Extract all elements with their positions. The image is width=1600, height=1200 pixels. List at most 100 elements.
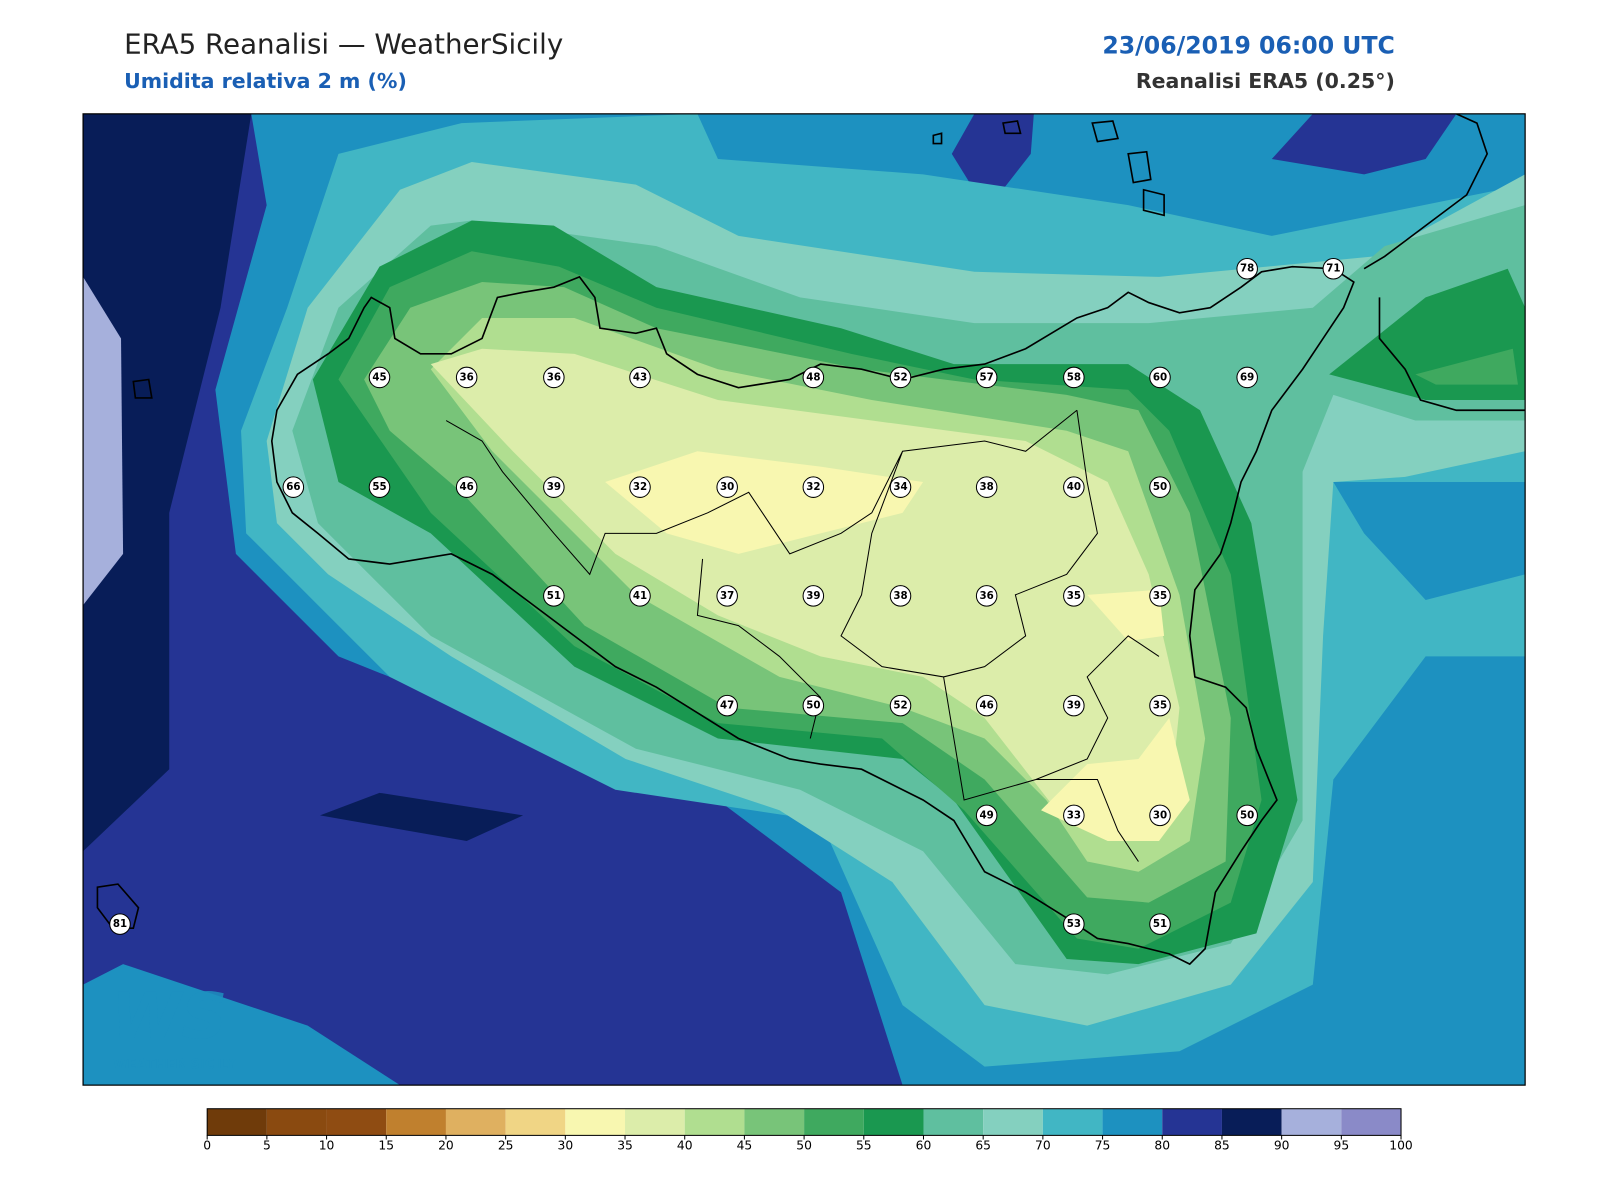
station-marker (802, 585, 825, 607)
colorbar-tick-label: 80 (1154, 1138, 1170, 1152)
colorbar-tick-label: 20 (438, 1138, 454, 1152)
calabria-coast (1363, 113, 1526, 412)
station-marker (889, 476, 912, 498)
colorbar-tick-label: 35 (617, 1138, 633, 1152)
station-marker (1149, 585, 1171, 607)
colorbar-tick-label: 30 (558, 1138, 574, 1152)
station-marker (282, 476, 305, 498)
station-marker (802, 366, 825, 389)
sicily-coast (270, 265, 1355, 966)
colorbar-tick-label: 10 (319, 1138, 335, 1152)
station-marker (1063, 366, 1085, 389)
station-marker (716, 476, 738, 498)
colorbar-swatch (1102, 1108, 1163, 1136)
station-marker (1063, 913, 1085, 935)
station-label: 52 (893, 371, 907, 383)
station-label: 53 (1067, 918, 1081, 930)
colorbar-tick-label: 15 (378, 1138, 394, 1152)
colorbar-swatch (1162, 1108, 1222, 1136)
station-marker (1236, 804, 1258, 827)
contour-fill (83, 113, 252, 852)
station-label: 30 (1153, 809, 1167, 821)
colorbar-swatch (505, 1108, 566, 1136)
station-marker (543, 585, 565, 607)
station-label: 41 (633, 590, 647, 602)
colorbar-swatch (386, 1108, 446, 1136)
province-borders (445, 409, 1160, 862)
station-marker (1063, 694, 1085, 717)
contour-fill (1271, 113, 1457, 175)
station-marker (975, 585, 998, 607)
station-label: 35 (1153, 700, 1167, 712)
contour-fill (605, 451, 924, 554)
station-label: 57 (980, 371, 994, 383)
station-marker (1063, 804, 1085, 827)
colorbar-swatch (983, 1108, 1043, 1136)
colorbar-swatch (804, 1108, 864, 1136)
station-marker (1149, 804, 1171, 827)
station-label: 50 (1153, 481, 1167, 493)
logo-mark: WS (111, 979, 227, 1053)
aeolian-islands (932, 120, 1165, 217)
station-label: 39 (1067, 700, 1081, 712)
station-label: 37 (720, 590, 734, 602)
station-label: 35 (1067, 590, 1081, 602)
station-marker (889, 366, 912, 389)
station-label: 43 (633, 371, 647, 383)
colorbar-tick-label: 75 (1095, 1138, 1111, 1152)
station-label: 81 (113, 918, 127, 930)
station-marker (889, 694, 912, 717)
station-label: 49 (980, 809, 994, 821)
station-label: 51 (547, 590, 561, 602)
colorbar-swatch (266, 1108, 327, 1136)
colorbar-swatch (1042, 1108, 1103, 1136)
colorbar-tick-label: 60 (916, 1138, 932, 1152)
station-marker (1322, 257, 1345, 280)
colorbar-swatch (565, 1108, 626, 1136)
source: Reanalisi ERA5 (0.25°) (1136, 69, 1395, 93)
coastlines (96, 113, 1526, 966)
contour-fill (83, 276, 124, 606)
station-marker (1063, 476, 1085, 498)
colorbar-tick-label: 45 (737, 1138, 753, 1152)
colorbar-tick-label: 40 (677, 1138, 693, 1152)
station-label: 32 (806, 481, 820, 493)
station-label: 36 (980, 590, 994, 602)
colorbar-swatch (625, 1108, 685, 1136)
colorbar-swatch (1221, 1108, 1282, 1136)
station-marker (629, 366, 651, 389)
contour-fill (320, 792, 524, 842)
station-label: 71 (1326, 263, 1340, 275)
title: ERA5 Reanalisi — WeatherSicily (124, 27, 563, 60)
colorbar-swatch (445, 1108, 506, 1136)
station-label: 52 (893, 700, 907, 712)
station-label: 46 (460, 481, 474, 493)
station-label: 36 (460, 371, 474, 383)
colorbar-swatch (863, 1108, 924, 1136)
station-marker (109, 913, 131, 935)
contour-fill (1333, 482, 1526, 600)
station-label: 38 (893, 590, 907, 602)
station-label: 48 (806, 371, 820, 383)
station-label: 30 (720, 481, 734, 493)
station-label: 36 (547, 371, 561, 383)
station-marker (802, 694, 825, 717)
colorbar-swatch (684, 1108, 745, 1136)
subtitle: Umidita relativa 2 m (%) (124, 69, 407, 93)
colorbar-tick-label: 50 (796, 1138, 812, 1152)
station-label: 46 (980, 700, 994, 712)
station-marker (1149, 366, 1171, 389)
station-marker (1149, 913, 1171, 935)
station-marker (629, 476, 651, 498)
colorbar-tick-label: 55 (856, 1138, 872, 1152)
station-marker (975, 694, 998, 717)
station-label: 50 (1240, 809, 1254, 821)
station-marker (455, 476, 478, 498)
colorbar-swatch (1281, 1108, 1342, 1136)
station-marker (1149, 476, 1171, 498)
egadi-islands (132, 378, 153, 399)
station-label: 47 (720, 700, 734, 712)
station-label: 32 (633, 481, 647, 493)
